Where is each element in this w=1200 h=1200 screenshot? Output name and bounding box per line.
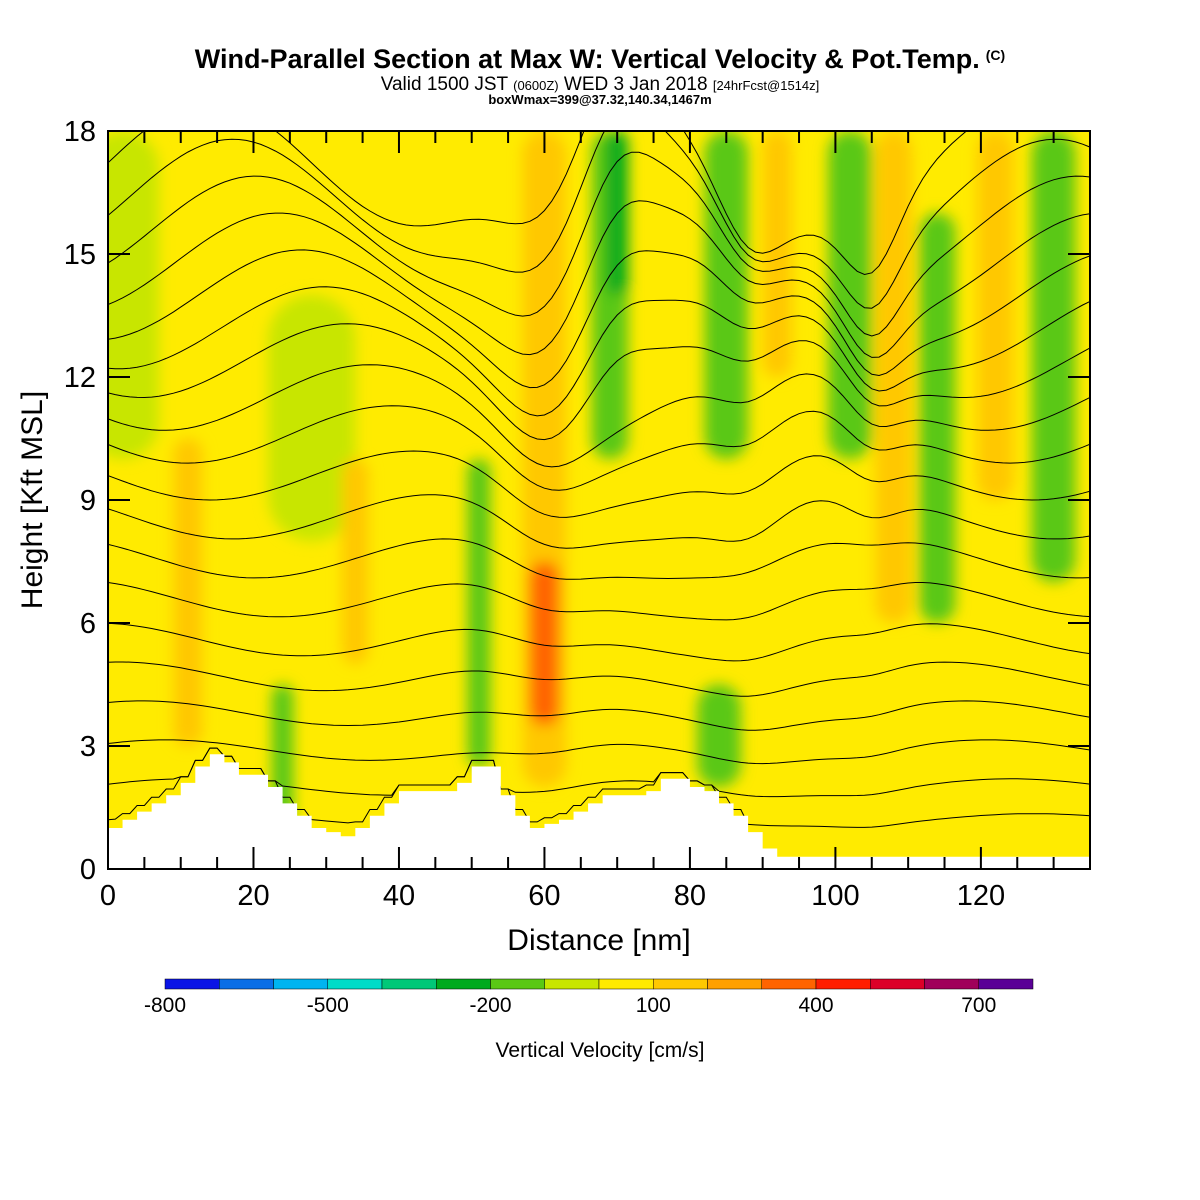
isentrope-line [108, 538, 1090, 580]
isentrope-line [108, 364, 1090, 468]
isentrope-line [108, 151, 1090, 337]
colorbar-swatch [273, 978, 328, 990]
velocity-band [762, 131, 792, 377]
x-tick-label: 60 [528, 880, 560, 912]
colorbar-swatch [653, 978, 708, 990]
isentrope-line [108, 622, 1090, 662]
chart-info: boxWmax=399@37.32,140.34,1467m [488, 92, 712, 107]
isentrope-line [108, 450, 1090, 518]
plot-area [108, 131, 1090, 869]
colorbar-swatch [598, 978, 654, 990]
colorbar: -800 -500 -200 100 400 700 [144, 978, 1034, 1017]
x-tick-label: 0 [100, 880, 116, 912]
chart-subtitle: Valid 1500 JST (0600Z) WED 3 Jan 2018 [2… [0, 74, 1200, 96]
x-axis: 0 20 40 60 80 100 120 [100, 131, 1091, 912]
isentrope-line [108, 131, 1090, 309]
colorbar-swatch [761, 978, 817, 990]
velocity-band [919, 213, 956, 623]
colorbar-swatch [978, 978, 1034, 990]
title-tag: (C) [985, 47, 1006, 63]
isentrope-line [108, 323, 1090, 441]
y-tick-label: 12 [64, 362, 96, 394]
terrain [108, 754, 1090, 869]
isentrope-line [108, 405, 1090, 491]
y-tick-label: 9 [80, 485, 96, 517]
colorbar-tick-label: 100 [636, 994, 671, 1017]
velocity-band [173, 438, 203, 746]
y-axis: 0 3 6 9 12 15 18 [64, 116, 1090, 886]
subtitle-forecast: [24hrFcst@1514z] [712, 78, 820, 93]
isentrope-line [108, 249, 1090, 389]
y-axis-title: Height [Kft MSL] [16, 391, 49, 609]
colorbar-swatch [327, 978, 383, 990]
subtitle-valid: Valid 1500 JST [380, 74, 508, 95]
y-tick-label: 18 [64, 116, 96, 148]
velocity-band [529, 561, 559, 726]
chart-title: Wind-Parallel Section at Max W: Vertical… [194, 44, 1006, 74]
isentrope-line [108, 200, 1090, 358]
x-tick-label: 100 [811, 880, 859, 912]
colorbar-title: Vertical Velocity [cm/s] [496, 1039, 705, 1062]
colorbar-swatch [164, 978, 220, 990]
isentrope-lines [108, 131, 1090, 828]
y-tick-label: 0 [80, 854, 96, 886]
colorbar-swatch [544, 978, 600, 990]
colorbar-tick-label: -800 [144, 994, 186, 1017]
velocity-band [268, 295, 356, 541]
velocity-band [875, 131, 912, 623]
isentrope-line [108, 286, 1090, 417]
y-tick-label: 15 [64, 239, 96, 271]
colorbar-swatch [924, 978, 979, 990]
isentrope-line [108, 582, 1090, 621]
isentrope-line [108, 739, 1090, 765]
isentrope-line [108, 131, 968, 276]
colorbar-swatch [436, 978, 491, 990]
velocity-band [467, 459, 491, 767]
subtitle-date: WED 3 Jan 2018 [563, 74, 708, 95]
colorbar-swatch [381, 978, 437, 990]
colorbar-swatch [815, 978, 871, 990]
isentrope-line [108, 661, 1090, 697]
velocity-band [342, 459, 369, 664]
subtitle-utc: (0600Z) [513, 78, 559, 93]
colorbar-swatch [219, 978, 274, 990]
colorbar-tick-label: -200 [469, 994, 511, 1017]
isentrope-line [108, 747, 1090, 798]
colorbar-swatch [707, 978, 762, 990]
x-tick-label: 80 [674, 880, 706, 912]
velocity-band [1031, 131, 1076, 582]
x-tick-label: 40 [383, 880, 415, 912]
x-axis-title: Distance [nm] [507, 924, 690, 957]
y-tick-label: 3 [80, 731, 96, 763]
velocity-band [697, 684, 741, 787]
colorbar-tick-label: 700 [961, 994, 996, 1017]
y-tick-label: 6 [80, 608, 96, 640]
colorbar-swatch [490, 978, 545, 990]
velocity-band [704, 131, 749, 459]
colorbar-tick-label: 400 [798, 994, 833, 1017]
colorbar-swatch [870, 978, 925, 990]
velocity-band [977, 131, 1014, 500]
colorbar-tick-label: -500 [307, 994, 349, 1017]
isentrope-line [108, 700, 1090, 731]
x-tick-label: 120 [957, 880, 1005, 912]
isentrope-line [108, 494, 1090, 549]
x-tick-label: 20 [237, 880, 269, 912]
